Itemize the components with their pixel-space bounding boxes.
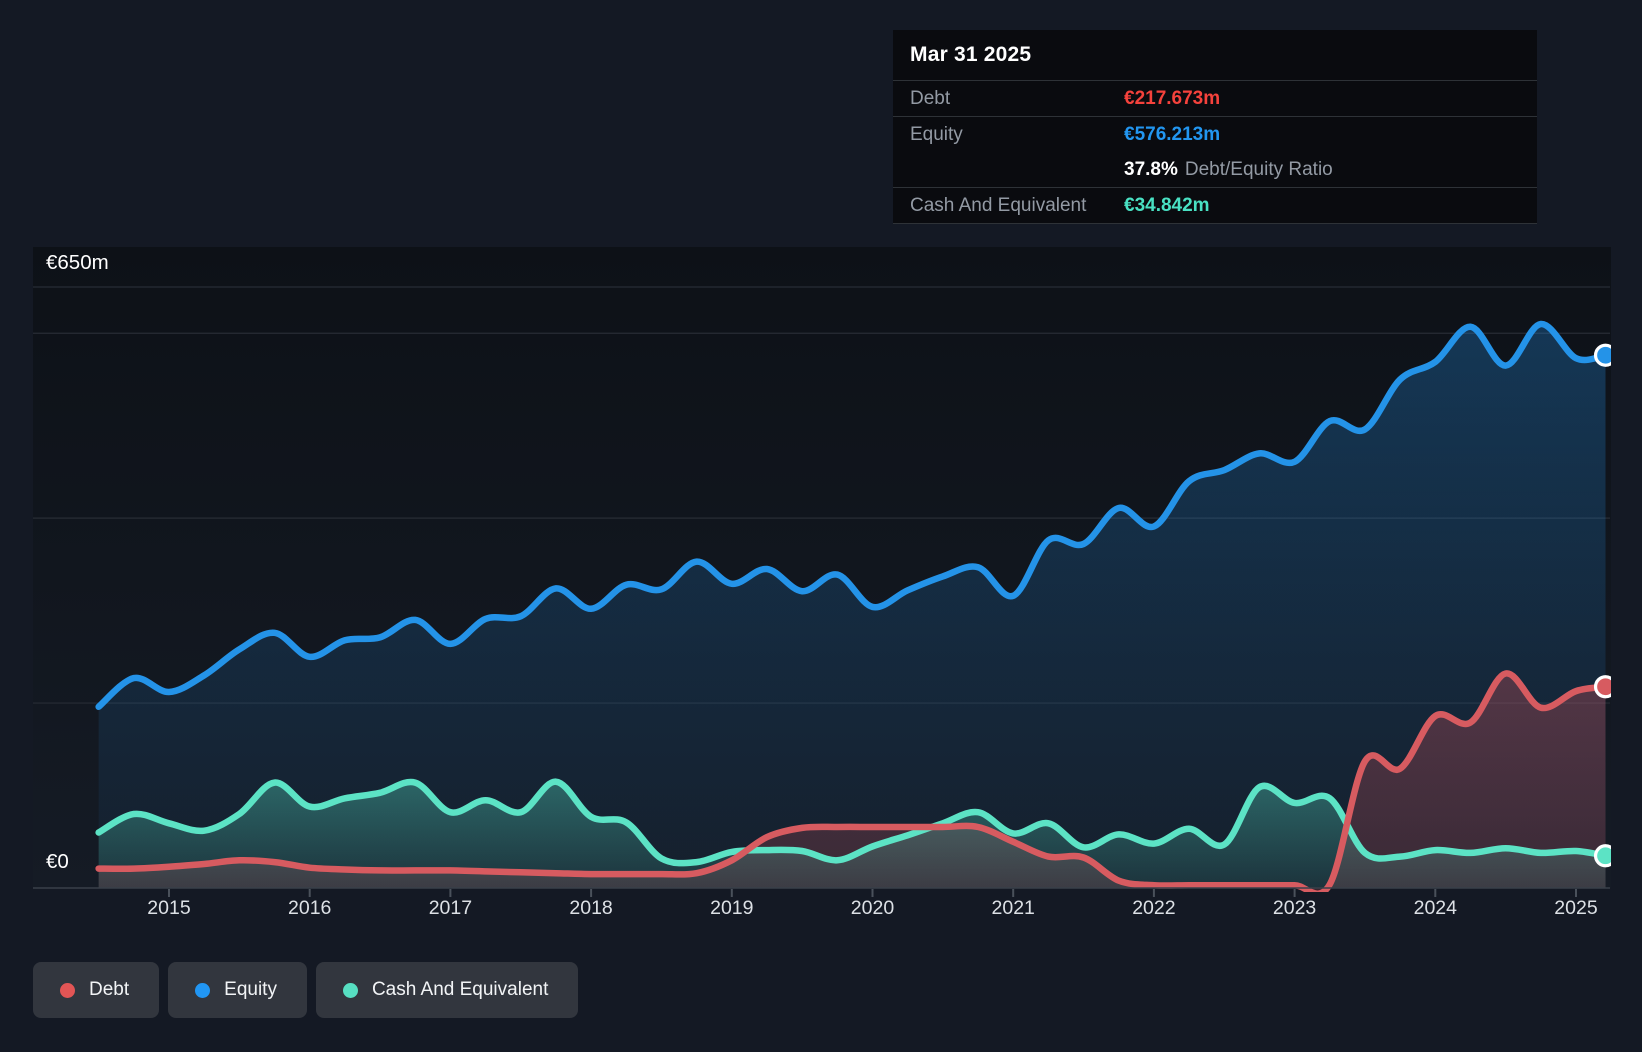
legend-item-debt[interactable]: Debt <box>33 962 160 1018</box>
tooltip-row-equity: Equity €576.213m <box>893 116 1537 152</box>
debt-dot-icon <box>60 982 75 998</box>
x-tick-label-2020: 2020 <box>851 897 895 919</box>
cash-and-equivalent-area <box>98 781 1606 888</box>
equity-line <box>95 320 1609 711</box>
tooltip-row-cash: Cash And Equivalent €34.842m <box>893 187 1537 223</box>
legend-cash-label: Cash And Equivalent <box>371 979 549 1000</box>
tooltip-equity-value: €576.213m <box>1124 123 1221 145</box>
y-axis-label-0: €0 <box>46 850 69 873</box>
tooltip-cash-value: €34.842m <box>1124 194 1210 216</box>
x-tick-label-2023: 2023 <box>1273 897 1316 919</box>
debt-line <box>95 670 1609 892</box>
tooltip-ratio-label: Debt/Equity Ratio <box>1184 158 1333 180</box>
x-tick-label-2022: 2022 <box>1132 897 1175 919</box>
x-tick-label-2018: 2018 <box>569 897 612 919</box>
tooltip-cash-label: Cash And Equivalent <box>910 194 1087 216</box>
x-tick-label-2015: 2015 <box>147 897 191 919</box>
equity-end-dot <box>1593 343 1611 367</box>
debt-end-dot <box>1593 675 1611 699</box>
chart-tooltip: Mar 31 2025 Debt €217.673m Equity €576.2… <box>893 30 1537 224</box>
x-tick-label-2017: 2017 <box>429 897 472 919</box>
tooltip-row-debt: Debt €217.673m <box>893 80 1537 116</box>
legend-debt-label: Debt <box>89 979 130 1000</box>
x-tick-label-2025: 2025 <box>1554 897 1598 919</box>
cash-and-equivalent-end-dot <box>1593 844 1611 868</box>
chart-legend: Debt Equity Cash And Equivalent <box>33 962 579 1018</box>
x-tick-label-2021: 2021 <box>992 897 1035 919</box>
equity-dot-icon <box>195 982 211 998</box>
legend-item-equity[interactable]: Equity <box>168 962 307 1018</box>
legend-equity-label: Equity <box>224 979 277 1000</box>
x-tick-label-2016: 2016 <box>288 897 331 919</box>
equity-area <box>98 323 1606 888</box>
tooltip-debt-value: €217.673m <box>1124 87 1221 109</box>
plot-area <box>95 320 1611 892</box>
tooltip-date: Mar 31 2025 <box>910 43 1032 66</box>
cash-and-equivalent-line <box>95 778 1609 867</box>
tooltip-debt-label: Debt <box>910 87 951 109</box>
y-axis-label-650: €650m <box>46 251 109 274</box>
x-tick-label-2024: 2024 <box>1414 897 1458 919</box>
legend-item-cash[interactable]: Cash And Equivalent <box>315 962 579 1018</box>
tooltip-equity-label: Equity <box>910 123 963 145</box>
cash-dot-icon <box>342 982 358 998</box>
x-tick-label-2019: 2019 <box>710 897 753 919</box>
tooltip-ratio-value: 37.8% <box>1124 158 1178 180</box>
tooltip-row-ratio: 37.8% Debt/Equity Ratio <box>893 152 1537 187</box>
